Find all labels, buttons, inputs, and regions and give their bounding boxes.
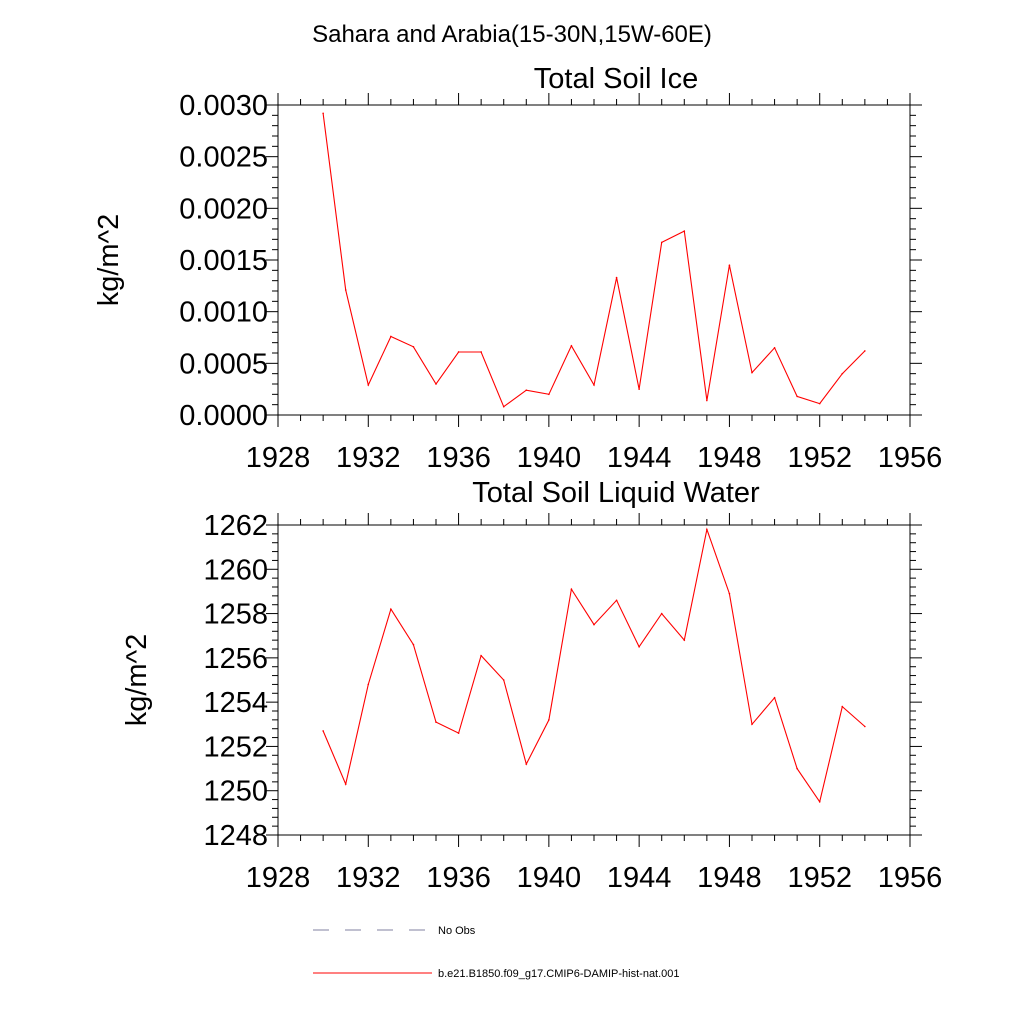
- data-point: [818, 800, 821, 803]
- data-point: [683, 639, 686, 641]
- x-tick-label: 1956: [878, 862, 943, 894]
- data-point: [660, 612, 663, 615]
- plot-frame: [277, 104, 911, 416]
- data-point: [841, 705, 844, 708]
- data-point: [457, 351, 460, 353]
- x-tick-label: 1952: [787, 442, 852, 474]
- data-point: [548, 393, 550, 396]
- data-point: [435, 721, 437, 723]
- data-point: [796, 767, 798, 770]
- x-tick-label: 1928: [246, 442, 311, 474]
- x-tick-label: 1940: [517, 442, 582, 474]
- x-tick-label: 1928: [246, 862, 311, 894]
- series-line: [322, 113, 866, 408]
- data-point: [751, 371, 753, 374]
- data-point: [841, 372, 844, 375]
- data-point: [864, 350, 866, 352]
- data-point: [615, 599, 618, 602]
- data-point: [412, 346, 415, 348]
- panels: Total Soil Ice 1928 1932 1936 1940 1944 1948 19…: [93, 63, 942, 894]
- data-point: [525, 763, 528, 765]
- data-point: [683, 230, 686, 232]
- data-point: [818, 402, 821, 405]
- data-point: [706, 528, 708, 531]
- y-tick-label: 0.0010: [179, 297, 268, 329]
- y-tick-label: 0.0015: [179, 245, 268, 277]
- data-point: [344, 289, 347, 291]
- x-tick-label: 1932: [336, 442, 401, 474]
- data-point: [502, 679, 505, 681]
- data-point: [706, 399, 708, 402]
- data-point: [435, 383, 437, 385]
- data-point: [344, 783, 347, 785]
- data-point: [322, 112, 324, 115]
- data-point: [548, 719, 550, 721]
- x-tick-label: 1936: [426, 862, 491, 894]
- data-point: [660, 241, 663, 244]
- x-tick-label: 1956: [878, 442, 943, 474]
- panel-1: Total Soil Ice 1928 1932 1936 1940 1944 1948 19…: [93, 63, 942, 474]
- y-tick-label: 1262: [203, 510, 268, 542]
- data-point: [796, 395, 798, 398]
- data-point: [502, 405, 505, 408]
- data-point: [593, 623, 595, 626]
- legend-label: No Obs: [438, 925, 476, 937]
- x-tick-label: 1936: [426, 442, 491, 474]
- x-tick-label: 1948: [697, 862, 762, 894]
- x-tick-label: 1944: [607, 442, 672, 474]
- data-point: [457, 732, 460, 734]
- y-axis-label: kg/m^2: [93, 214, 125, 307]
- data-point: [570, 588, 573, 591]
- legend: No Obs b.e21.B1850.f09_g17.CMIP6-DAMIP-hi…: [313, 925, 680, 980]
- y-tick-label: 0.0025: [179, 142, 268, 174]
- data-point: [390, 608, 392, 610]
- data-point: [773, 696, 776, 699]
- figure-suptitle: Sahara and Arabia(15-30N,15W-60E): [312, 21, 712, 48]
- y-tick-label: 1252: [203, 731, 268, 763]
- y-tick-label: 1248: [203, 820, 268, 852]
- panel-2: Total Soil Liquid Water 1928 1932 1936 1940 1…: [121, 477, 942, 894]
- data-point: [480, 351, 482, 353]
- data-point: [864, 725, 866, 728]
- y-tick-label: 0.0000: [179, 400, 268, 432]
- data-point: [593, 384, 595, 386]
- x-tick-label: 1944: [607, 862, 672, 894]
- y-tick-label: 0.0020: [179, 193, 268, 225]
- data-point: [412, 643, 415, 646]
- data-point: [773, 347, 776, 349]
- data-point: [480, 654, 482, 657]
- data-point: [728, 264, 731, 266]
- y-axis-label: kg/m^2: [121, 634, 153, 727]
- data-point: [367, 384, 370, 386]
- y-tick-label: 1256: [203, 643, 268, 675]
- data-point: [751, 723, 753, 726]
- x-tick-label: 1940: [517, 862, 582, 894]
- data-point: [322, 730, 324, 732]
- y-tick-label: 1250: [203, 776, 268, 808]
- y-tick-label: 0.0030: [179, 90, 268, 122]
- plot-frame: [277, 524, 911, 836]
- x-tick-label: 1948: [697, 442, 762, 474]
- x-tick-label: 1932: [336, 862, 401, 894]
- data-point: [570, 344, 573, 347]
- series-line: [322, 527, 866, 804]
- panel-title: Total Soil Liquid Water: [472, 477, 760, 509]
- data-point: [367, 683, 370, 686]
- legend-label: b.e21.B1850.f09_g17.CMIP6-DAMIP-hist-nat…: [438, 968, 680, 980]
- y-tick-label: 0.0005: [179, 348, 268, 380]
- data-point: [728, 592, 731, 595]
- data-point: [638, 645, 640, 648]
- data-point: [525, 389, 528, 392]
- y-tick-label: 1258: [203, 599, 268, 631]
- y-tick-label: 1254: [203, 687, 268, 719]
- y-tick-label: 1260: [203, 554, 268, 586]
- x-tick-label: 1952: [787, 862, 852, 894]
- panel-title: Total Soil Ice: [534, 63, 698, 95]
- data-point: [390, 335, 392, 338]
- data-point: [638, 388, 640, 390]
- data-point: [615, 276, 618, 279]
